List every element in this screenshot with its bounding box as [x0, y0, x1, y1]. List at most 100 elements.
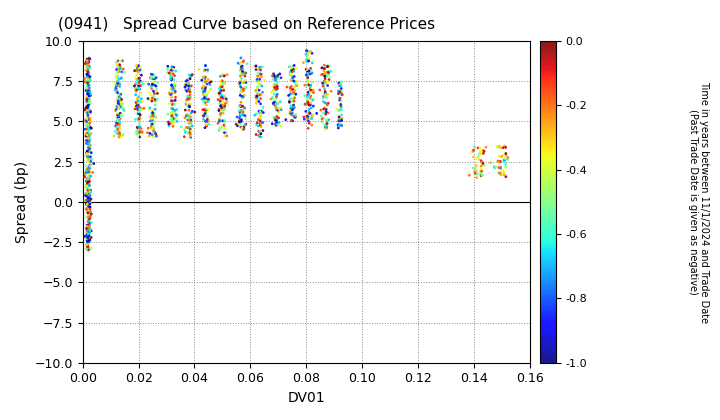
Point: [217, 72, 229, 79]
Point: [258, 77, 270, 84]
Point: [167, 82, 179, 89]
Point: [184, 131, 196, 138]
Point: [79, 183, 91, 189]
Point: [199, 77, 211, 84]
Point: [255, 100, 266, 107]
Point: [112, 116, 124, 123]
Point: [84, 189, 96, 195]
Point: [84, 173, 96, 180]
Point: [81, 62, 93, 69]
Point: [147, 71, 158, 78]
Point: [307, 79, 318, 86]
Point: [110, 83, 122, 89]
Point: [477, 150, 489, 157]
Point: [84, 162, 96, 168]
Point: [84, 165, 95, 172]
Point: [217, 102, 228, 108]
Point: [500, 152, 512, 159]
Point: [179, 129, 191, 136]
Point: [81, 66, 93, 73]
Point: [79, 126, 91, 133]
Point: [143, 125, 154, 131]
Point: [168, 76, 180, 83]
Point: [218, 105, 230, 112]
Point: [82, 78, 94, 84]
Point: [305, 48, 316, 55]
Point: [318, 65, 330, 72]
Point: [113, 116, 125, 123]
Point: [186, 71, 198, 78]
Point: [302, 70, 313, 77]
Point: [233, 120, 245, 127]
Point: [336, 85, 347, 92]
Point: [318, 93, 330, 100]
Point: [472, 144, 484, 151]
Point: [252, 69, 264, 76]
Point: [316, 65, 328, 71]
Point: [199, 91, 210, 98]
Point: [133, 103, 145, 110]
Point: [83, 67, 94, 74]
Point: [316, 118, 328, 125]
Point: [270, 82, 282, 89]
Point: [82, 134, 94, 140]
Point: [222, 71, 233, 78]
Point: [83, 140, 94, 147]
Point: [236, 71, 248, 77]
Point: [148, 90, 160, 97]
Point: [79, 171, 91, 178]
Point: [336, 83, 347, 89]
Point: [83, 203, 94, 210]
Point: [114, 104, 126, 110]
Point: [81, 223, 93, 229]
Point: [112, 69, 123, 76]
Point: [287, 105, 299, 111]
Point: [146, 131, 158, 138]
Point: [113, 114, 125, 121]
Point: [86, 156, 98, 163]
Point: [113, 134, 125, 141]
Point: [315, 107, 327, 113]
Point: [318, 98, 329, 105]
Point: [287, 107, 298, 113]
Point: [181, 124, 192, 131]
Point: [132, 83, 144, 89]
Point: [182, 95, 194, 102]
Point: [255, 121, 266, 127]
Point: [81, 191, 93, 198]
Point: [217, 93, 229, 100]
Point: [201, 91, 212, 98]
Point: [84, 171, 95, 178]
Point: [202, 116, 213, 123]
Point: [255, 121, 266, 128]
Point: [86, 219, 97, 226]
Point: [185, 120, 197, 126]
Point: [336, 103, 347, 110]
Point: [202, 113, 213, 120]
Point: [303, 109, 315, 116]
Point: [197, 87, 209, 93]
Point: [85, 130, 96, 137]
Point: [182, 124, 194, 131]
Point: [300, 71, 312, 78]
Point: [81, 81, 93, 87]
Point: [83, 210, 94, 217]
Point: [130, 67, 142, 74]
Point: [81, 241, 93, 248]
Point: [258, 109, 269, 116]
Point: [287, 105, 299, 112]
Point: [256, 83, 268, 89]
Point: [199, 74, 211, 81]
Point: [253, 116, 264, 123]
Point: [84, 74, 96, 81]
Point: [336, 116, 348, 122]
Point: [271, 83, 283, 90]
Point: [81, 241, 92, 248]
Point: [217, 84, 228, 90]
Point: [184, 89, 196, 95]
Point: [130, 104, 141, 110]
Point: [252, 65, 264, 72]
Point: [84, 192, 96, 199]
Point: [303, 91, 315, 98]
Point: [284, 110, 296, 117]
